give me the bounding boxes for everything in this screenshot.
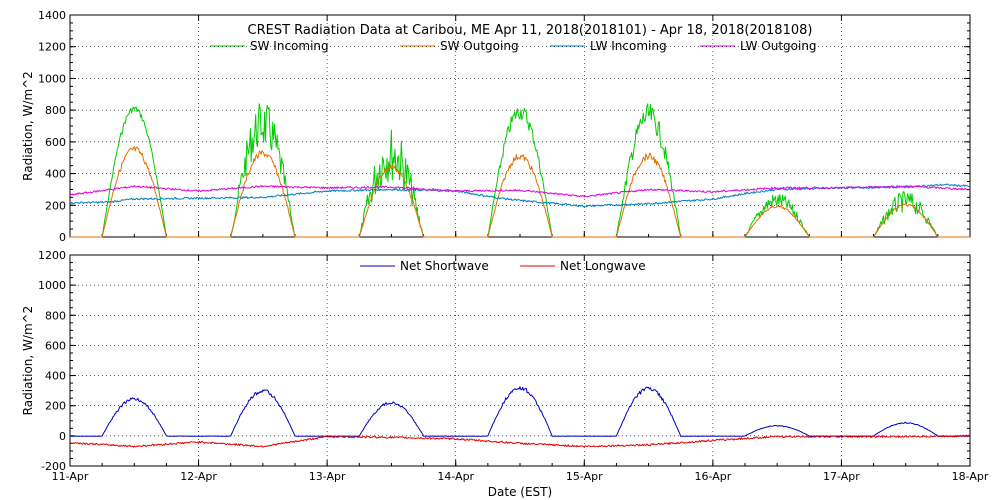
- top-panel: 0 200 400 600 800 1000 1200 1400 Radiation, W/m^…: [21, 9, 971, 244]
- legend-label-sw-outgoing: SW Outgoing: [440, 39, 519, 53]
- legend-label-sw-incoming: SW Incoming: [250, 39, 329, 53]
- top-ytick-label-5: 1000: [38, 72, 66, 85]
- bottom-ytick-label-3: 400: [45, 370, 66, 383]
- series-line-net-shortwave: [69, 386, 971, 437]
- bottom-ytick-label-2: 200: [45, 400, 66, 413]
- top-ytick-label-3: 600: [45, 136, 66, 149]
- top-ytick-label-6: 1200: [38, 41, 66, 54]
- top-ytick-label-0: 0: [59, 231, 66, 244]
- legend-label-net-longwave: Net Longwave: [560, 259, 646, 273]
- series-line-lw-outgoing: [69, 185, 971, 198]
- top-ylabel: Radiation, W/m^2: [21, 71, 35, 181]
- xtick-label-2: 13-Apr: [309, 470, 346, 483]
- legend-label-lw-incoming: LW Incoming: [590, 39, 667, 53]
- xtick-label-4: 15-Apr: [566, 470, 603, 483]
- top-ytick-label-2: 400: [45, 168, 66, 181]
- legend-label-lw-outgoing: LW Outgoing: [740, 39, 817, 53]
- bottom-ytick-label-4: 600: [45, 339, 66, 352]
- bottom-ylabel: Radiation, W/m^2: [21, 306, 35, 416]
- bottom-ytick-label-1: 0: [59, 430, 66, 443]
- bottom-panel: -200 0 200 400 600 800 1000 1200 Radiation, W/m^…: [21, 249, 989, 499]
- xtick-label-7: 18-Apr: [952, 470, 989, 483]
- bottom-ytick-label-6: 1000: [38, 279, 66, 292]
- xtick-label-3: 14-Apr: [437, 470, 474, 483]
- xtick-label-6: 17-Apr: [823, 470, 860, 483]
- bottom-ytick-label-0: -200: [41, 460, 66, 473]
- top-ytick-label-7: 1400: [38, 9, 66, 22]
- xtick-label-1: 12-Apr: [180, 470, 217, 483]
- bottom-ytick-label-5: 800: [45, 309, 66, 322]
- xtick-label-5: 16-Apr: [694, 470, 731, 483]
- legend-label-net-shortwave: Net Shortwave: [400, 259, 489, 273]
- xlabel: Date (EST): [488, 485, 552, 499]
- chart-title: CREST Radiation Data at Caribou, ME Apr …: [248, 23, 813, 38]
- top-ytick-label-4: 800: [45, 104, 66, 117]
- series-line-sw-outgoing: [70, 146, 970, 238]
- top-ytick-label-1: 200: [45, 199, 66, 212]
- xtick-label-0: 11-Apr: [52, 470, 89, 483]
- bottom-ytick-label-7: 1200: [38, 249, 66, 262]
- series-line-net-longwave: [69, 434, 970, 448]
